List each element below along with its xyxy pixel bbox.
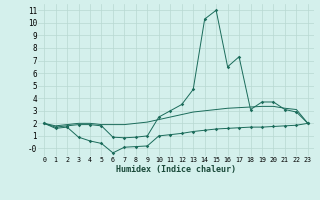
X-axis label: Humidex (Indice chaleur): Humidex (Indice chaleur) xyxy=(116,165,236,174)
